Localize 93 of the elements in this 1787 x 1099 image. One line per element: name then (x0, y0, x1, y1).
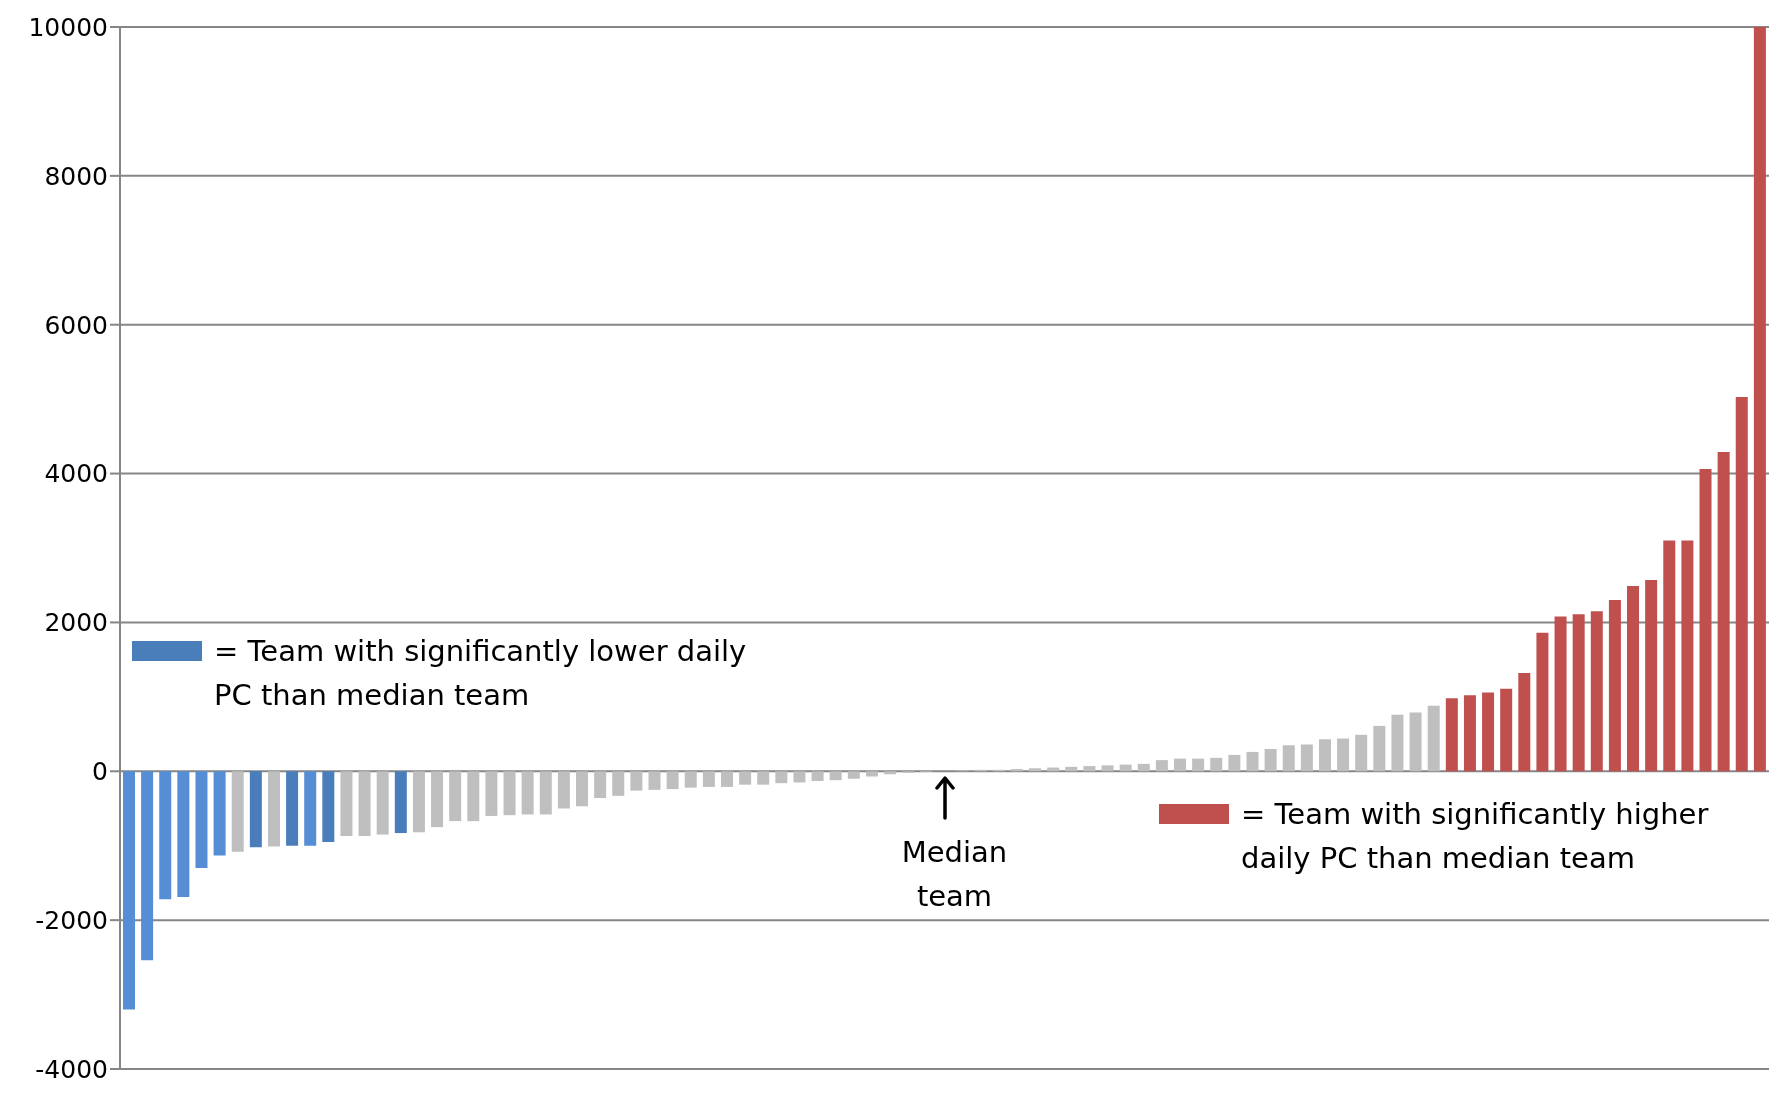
bar (594, 771, 607, 799)
bar (847, 771, 860, 779)
bar (1536, 632, 1549, 772)
bar (1409, 712, 1422, 772)
y-tick-label: 2000 (44, 608, 108, 638)
bar (1155, 760, 1168, 772)
bar (1119, 764, 1132, 772)
bar (1355, 734, 1368, 772)
bar (1192, 758, 1205, 772)
bar (1554, 616, 1567, 772)
bar (159, 771, 172, 900)
bar (1174, 758, 1187, 772)
y-tick-label: 6000 (44, 310, 108, 340)
bar (757, 771, 770, 785)
bar (557, 771, 570, 809)
bar (286, 771, 299, 846)
bar (1663, 540, 1676, 772)
bar (1572, 614, 1585, 772)
bar (793, 771, 806, 783)
bar (1735, 396, 1748, 772)
bar (1029, 768, 1042, 772)
bar (141, 771, 154, 961)
bar (1137, 763, 1150, 772)
bar (539, 771, 552, 815)
bar (576, 771, 589, 807)
bar (1627, 585, 1640, 772)
bar (1264, 748, 1277, 772)
bar (521, 771, 534, 815)
bar (720, 771, 733, 787)
y-tick-label: -2000 (35, 906, 108, 936)
bar (648, 771, 661, 790)
bar (1373, 725, 1386, 772)
bar (412, 771, 425, 833)
annotation: Median team (900, 833, 1009, 915)
bar (1228, 754, 1241, 772)
bar (630, 771, 643, 791)
y-tick-label: 8000 (44, 161, 108, 191)
bar (467, 771, 480, 822)
bar (322, 771, 335, 842)
bar (811, 771, 824, 781)
y-tick-label: 0 (92, 757, 108, 787)
bar (1482, 692, 1495, 772)
bar (739, 771, 752, 785)
bar (503, 771, 516, 816)
legend-label: = Team with significantly higher daily PC than median team (1241, 796, 1710, 878)
bar (449, 771, 462, 822)
bar (666, 771, 679, 790)
bar (1445, 698, 1458, 772)
bar (1753, 27, 1766, 772)
bar (376, 771, 389, 835)
bar (1518, 673, 1531, 772)
bar (1645, 580, 1658, 772)
bar (1590, 611, 1603, 772)
bar (123, 771, 135, 1010)
bar (1083, 766, 1096, 772)
bar (865, 771, 878, 777)
y-tick-label: 10000 (28, 12, 108, 42)
bar (249, 771, 262, 848)
y-tick-label: 4000 (44, 459, 108, 489)
bar (213, 771, 226, 856)
bar (1391, 714, 1404, 772)
bar (1246, 751, 1259, 772)
bar (394, 771, 407, 834)
bar (304, 771, 317, 846)
bar (612, 771, 625, 796)
bar (829, 771, 842, 781)
bar (267, 771, 280, 847)
bar (1282, 745, 1295, 772)
bar (884, 771, 897, 775)
bar (1463, 695, 1476, 772)
bar (195, 771, 208, 869)
bar (177, 771, 190, 898)
bar (1318, 739, 1331, 772)
bar (358, 771, 371, 837)
bar (1608, 600, 1621, 772)
bar (485, 771, 498, 816)
bar (1337, 738, 1350, 772)
bar (1427, 705, 1440, 772)
bar (775, 771, 788, 784)
bar (1210, 757, 1223, 772)
bar (1681, 540, 1694, 772)
bar (684, 771, 697, 788)
bar (1699, 469, 1712, 772)
bar (1101, 765, 1114, 772)
legend-label: = Team with significantly lower daily PC than median team (214, 633, 748, 714)
bar (1300, 744, 1313, 772)
bar (1500, 688, 1513, 772)
bar (702, 771, 715, 787)
bar (231, 771, 244, 852)
y-tick-label: -4000 (35, 1054, 108, 1084)
bar (431, 771, 444, 828)
bar (340, 771, 353, 837)
bar (1717, 451, 1730, 772)
